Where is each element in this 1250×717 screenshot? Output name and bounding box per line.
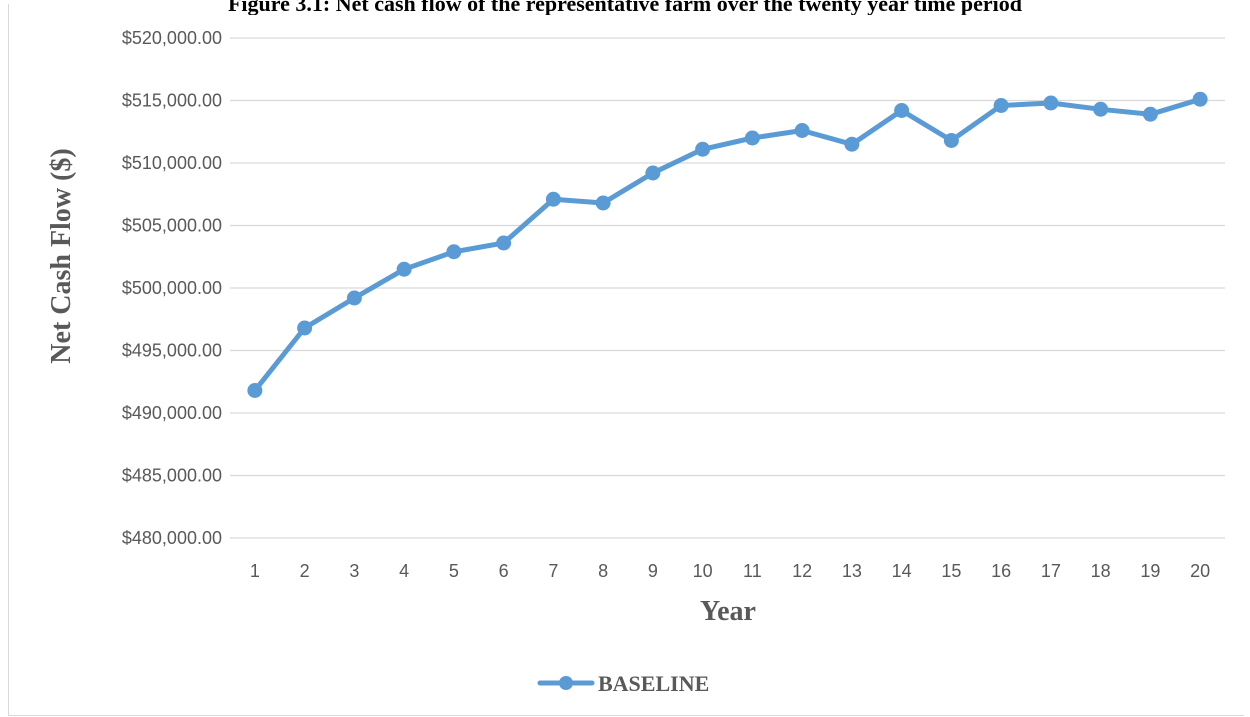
- data-point: [943, 133, 959, 148]
- legend-swatch-marker: [559, 676, 573, 690]
- data-point: [1043, 95, 1059, 111]
- data-point: [297, 320, 313, 336]
- y-tick-label: $485,000.00: [122, 466, 222, 486]
- y-tick-label: $515,000.00: [122, 91, 222, 111]
- legend: BASELINE: [537, 671, 709, 696]
- y-tick-label: $520,000.00: [122, 28, 222, 48]
- data-point: [545, 191, 561, 207]
- data-point: [894, 103, 910, 118]
- x-tick-label: 19: [1140, 561, 1160, 581]
- gridlines: [230, 37, 1225, 539]
- y-tick-label: $480,000.00: [122, 528, 222, 548]
- x-tick-label: 2: [300, 561, 310, 581]
- data-point: [247, 383, 263, 398]
- x-tick-label: 16: [991, 561, 1011, 581]
- x-tick-label: 4: [399, 561, 409, 581]
- data-point: [695, 141, 711, 157]
- x-tick-label: 20: [1190, 561, 1210, 581]
- data-point: [744, 130, 760, 146]
- series-line-baseline: [252, 96, 1203, 393]
- data-point: [1192, 91, 1208, 107]
- y-axis-ticks: $480,000.00 $485,000.00 $490,000.00 $495,00…: [122, 28, 222, 548]
- data-point: [1093, 101, 1109, 117]
- data-point: [1142, 106, 1158, 122]
- figure-caption: Figure 3.1: Net cash flow of the represe…: [227, 0, 1023, 15]
- y-tick-label: $495,000.00: [122, 341, 222, 361]
- legend-label: BASELINE: [598, 671, 709, 696]
- data-point: [993, 98, 1009, 113]
- y-tick-label: $505,000.00: [122, 216, 222, 236]
- x-axis-title: Year: [700, 596, 756, 627]
- data-point: [496, 235, 512, 251]
- x-tick-label: 6: [499, 561, 509, 581]
- y-tick-label: $510,000.00: [122, 153, 222, 173]
- x-tick-label: 12: [792, 561, 812, 581]
- x-tick-label: 15: [941, 561, 961, 581]
- x-tick-label: 18: [1091, 561, 1111, 581]
- x-tick-label: 11: [743, 561, 762, 581]
- x-axis-ticks: 1 2 3 4 5 6 7 8 9 10 11 12 13 14 15 16 17 18 19 20: [250, 561, 1210, 581]
- x-tick-label: 3: [349, 561, 359, 581]
- data-point: [595, 195, 611, 211]
- x-tick-label: 13: [842, 561, 862, 581]
- series-points: [247, 91, 1208, 398]
- x-tick-label: 17: [1041, 561, 1061, 581]
- data-point: [844, 136, 860, 152]
- x-tick-label: 14: [892, 561, 912, 581]
- x-tick-label: 5: [449, 561, 459, 581]
- y-tick-label: $490,000.00: [122, 403, 222, 423]
- chart-area: [8, 4, 1244, 716]
- data-point: [346, 290, 362, 306]
- data-point: [446, 244, 462, 260]
- x-tick-label: 10: [693, 561, 713, 581]
- y-axis-title: Net Cash Flow ($): [46, 148, 77, 363]
- x-tick-label: 9: [648, 561, 658, 581]
- data-point: [645, 165, 661, 181]
- y-tick-label: $500,000.00: [122, 278, 222, 298]
- x-tick-label: 1: [250, 561, 260, 581]
- x-tick-label: 8: [598, 561, 608, 581]
- x-tick-label: 7: [548, 561, 558, 581]
- data-point: [396, 261, 412, 277]
- series-lines: [252, 96, 1203, 393]
- data-point: [794, 123, 810, 138]
